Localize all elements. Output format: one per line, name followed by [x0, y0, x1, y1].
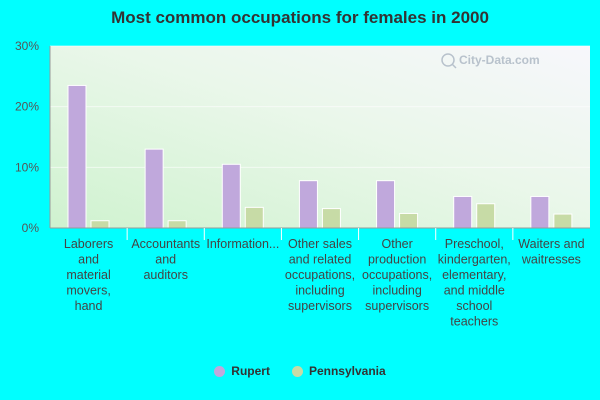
y-tick-label: 30%: [15, 39, 39, 53]
bar-pennsylvania[interactable]: [167, 220, 187, 229]
watermark: City-Data.com: [441, 53, 540, 69]
x-tick-label: Information...: [206, 237, 279, 251]
bar-rupert[interactable]: [376, 180, 396, 229]
bar-rupert[interactable]: [67, 84, 87, 229]
y-tick-label: 20%: [15, 100, 39, 114]
chart-title: Most common occupations for females in 2…: [111, 8, 489, 27]
legend-item-pennsylvania[interactable]: Pennsylvania: [291, 364, 386, 378]
y-tick-label: 0%: [22, 221, 40, 235]
x-tick-label: Accountants and auditors: [131, 237, 200, 282]
y-tick-label: 10%: [15, 160, 39, 174]
x-tick-label: Waiters and waitresses: [518, 237, 584, 267]
magnifier-icon: [441, 53, 455, 67]
legend-swatch: [214, 365, 226, 377]
x-tick-label: Other sales and related occupations, includ…: [285, 237, 355, 313]
bar-pennsylvania[interactable]: [244, 206, 264, 229]
bar-pennsylvania[interactable]: [476, 203, 496, 229]
x-tick-label: Preschool, kindergarten, elementary, and mi…: [438, 237, 511, 329]
x-tick-label: Laborers and material movers, hand: [64, 237, 113, 313]
x-tick-label: Other production occupations, including supe…: [362, 237, 432, 313]
watermark-text: City-Data.com: [459, 53, 540, 67]
bar-rupert[interactable]: [144, 148, 164, 229]
bar-rupert[interactable]: [530, 195, 550, 229]
bar-pennsylvania[interactable]: [399, 212, 419, 229]
bar-pennsylvania[interactable]: [321, 208, 341, 229]
legend-swatch: [291, 365, 303, 377]
legend: Rupert Pennsylvania: [0, 364, 600, 378]
bar-rupert[interactable]: [298, 180, 318, 229]
bar-rupert[interactable]: [453, 195, 473, 229]
bar-pennsylvania[interactable]: [90, 220, 110, 229]
legend-label: Rupert: [231, 364, 270, 378]
bar-rupert[interactable]: [221, 163, 241, 229]
legend-item-rupert[interactable]: Rupert: [214, 364, 270, 378]
plot-area: [50, 46, 590, 228]
legend-label: Pennsylvania: [308, 364, 386, 378]
bar-pennsylvania[interactable]: [553, 213, 573, 229]
